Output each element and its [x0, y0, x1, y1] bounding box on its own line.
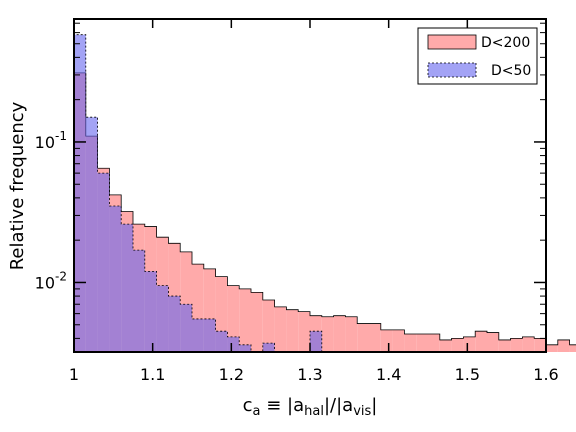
histogram-bar: [380, 329, 393, 352]
x-axis-title: ca ≡ |ahal|/|avis|: [243, 395, 378, 419]
legend-label-d50: D<50: [491, 63, 531, 79]
x-tick-label: 1.3: [297, 365, 322, 384]
histogram-bar: [121, 224, 133, 352]
legend-swatch-d50: [427, 62, 477, 78]
histogram-bar: [286, 309, 299, 352]
histogram-bar: [85, 117, 98, 353]
histogram-bar: [569, 344, 576, 352]
y-tick-label: 10-2: [35, 269, 67, 292]
x-axis-title-mid2: |/|a: [324, 395, 353, 416]
histogram-bar: [546, 344, 558, 352]
x-tick-label: 1.5: [455, 365, 480, 384]
histogram-bar: [215, 331, 228, 352]
histogram-bar: [215, 276, 228, 352]
histogram-bar: [333, 315, 346, 352]
histogram-bar: [227, 285, 240, 352]
x-tick-label: 1.6: [533, 365, 558, 384]
histogram-bar: [310, 331, 322, 352]
histogram-bar: [274, 306, 287, 352]
histogram-bar: [557, 339, 570, 352]
histogram-bar: [156, 285, 169, 352]
histogram-bar: [404, 333, 417, 352]
x-axis-title-end: |: [371, 395, 377, 416]
histogram-bar: [262, 343, 275, 352]
histogram-bar: [227, 336, 240, 352]
x-tick-label: 1.1: [140, 365, 165, 384]
histogram-bar: [451, 338, 464, 352]
histogram-bar: [203, 318, 216, 352]
legend-label-d200: D<200: [481, 35, 530, 51]
legend-swatch-d200: [427, 34, 477, 50]
histogram-bar: [239, 344, 251, 352]
histogram-bar: [239, 288, 251, 352]
histogram-bar: [428, 333, 440, 352]
histogram-bar: [192, 318, 204, 352]
x-axis-title-sub-a: a: [253, 404, 261, 419]
x-axis-title-sub-hal: hal: [304, 404, 324, 419]
histogram-bar: [133, 250, 145, 352]
histogram-bar: [534, 338, 546, 352]
histogram-bar: [475, 331, 487, 352]
histogram-bars: [73, 34, 576, 353]
histogram-bar: [487, 332, 499, 352]
histogram-bar: [522, 336, 535, 352]
histogram-bar: [392, 329, 405, 352]
histogram-bar: [192, 264, 204, 352]
x-tick-label: 1.2: [219, 365, 244, 384]
axis-ticks: [73, 19, 547, 352]
x-axis-title-sub-vis: vis: [353, 404, 371, 419]
x-tick-label: 1: [69, 365, 79, 384]
histogram-bar: [109, 206, 122, 352]
histogram-bar: [168, 296, 181, 352]
histogram-bar: [510, 338, 523, 352]
x-axis-title-mid1: ≡ |a: [261, 395, 305, 416]
histogram-bar: [357, 323, 369, 352]
histogram-bar: [416, 333, 428, 352]
x-tick-label: 1.4: [376, 365, 401, 384]
histogram-bar: [97, 173, 110, 352]
y-tick-label: 10-1: [35, 129, 67, 152]
histogram-bar: [262, 300, 275, 352]
series-d50: [73, 34, 334, 353]
tick-labels: 1 1.1 1.2 1.3 1.4 1.5 1.6 10-1 10-2: [35, 129, 559, 384]
x-axis-title-base: c: [243, 395, 253, 416]
histogram-bar: [251, 292, 263, 352]
histogram-bar: [180, 304, 192, 352]
series-outline: [73, 34, 334, 353]
histogram-bar: [369, 323, 381, 352]
y-axis-title: Relative frequency: [7, 101, 28, 270]
histogram-bar: [345, 316, 358, 352]
histogram-bar: [498, 339, 511, 352]
histogram-bar: [144, 271, 157, 352]
histogram-bar: [180, 251, 192, 352]
histogram-bar: [203, 268, 216, 352]
histogram-bar: [298, 311, 310, 352]
histogram-bar: [321, 316, 334, 352]
histogram-bar: [74, 34, 86, 352]
histogram-bar: [463, 336, 476, 352]
histogram-bar: [439, 339, 452, 352]
legend: D<200 D<50: [417, 27, 538, 85]
